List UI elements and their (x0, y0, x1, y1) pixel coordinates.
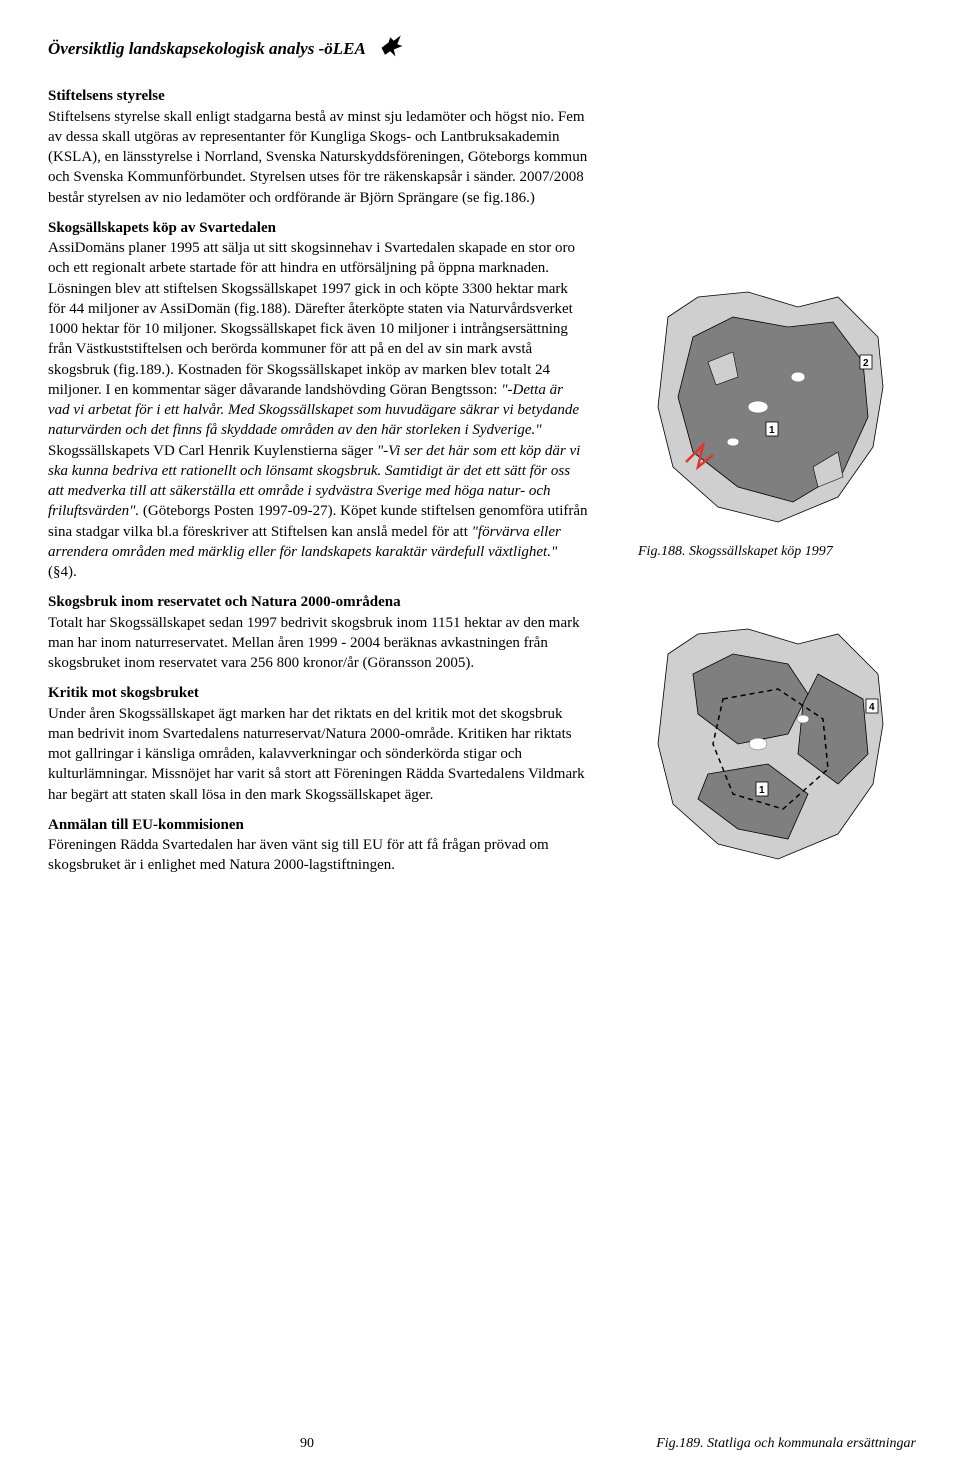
fig188-caption: Fig.188. Skogssällskapet köp 1997 (638, 543, 898, 562)
body-kop-part1: AssiDomäns planer 1995 att sälja ut sitt… (48, 240, 575, 398)
page-number: 90 (300, 1435, 314, 1454)
heading-kritik: Kritik mot skogsbruket (48, 685, 199, 701)
body-kritik: Under åren Skogssällskapet ägt marken ha… (48, 706, 585, 803)
heading-anmalan: Anmälan till EU-kommisionen (48, 817, 244, 833)
section-anmalan: Anmälan till EU-kommisionen Föreningen R… (48, 815, 588, 876)
side-column: 1 2 Fig.188. Skogssällskapet köp 1997 (616, 86, 920, 885)
body-kop-part4: (§4). (48, 564, 77, 580)
body-stiftelsens-styrelse: Stiftelsens styrelse skall enligt stadga… (48, 109, 587, 206)
main-column: Stiftelsens styrelse Stiftelsens styrels… (48, 86, 588, 885)
body-kop-part2: Skogssällskapets VD Carl Henrik Kuylenst… (48, 443, 377, 459)
section-kritik: Kritik mot skogsbruket Under åren Skogss… (48, 683, 588, 805)
map-188: 1 2 (638, 267, 898, 537)
map189-label-1: 1 (759, 785, 765, 796)
figure-188: 1 2 Fig.188. Skogssällskapet köp 1997 (638, 267, 898, 562)
body-anmalan: Föreningen Rädda Svartedalen har även vä… (48, 837, 549, 873)
body-skogsbruk-inom: Totalt har Skogssällskapet sedan 1997 be… (48, 615, 580, 672)
page-header: Översiktlig landskapsekologisk analys -ö… (48, 32, 920, 66)
bird-icon (378, 32, 406, 66)
heading-skogsbruk-inom: Skogsbruk inom reservatet och Natura 200… (48, 594, 401, 610)
section-stiftelsens-styrelse: Stiftelsens styrelse Stiftelsens styrels… (48, 86, 588, 208)
map188-label-1: 1 (769, 425, 775, 436)
heading-skogsallskapets-kop: Skogsällskapets köp av Svartedalen (48, 220, 276, 236)
map-189: 1 4 (638, 604, 898, 874)
section-skogsbruk-inom: Skogsbruk inom reservatet och Natura 200… (48, 592, 588, 673)
figure-189: 1 4 (638, 604, 898, 874)
map189-label-4: 4 (869, 702, 875, 713)
map188-label-2: 2 (863, 358, 869, 369)
heading-stiftelsens-styrelse: Stiftelsens styrelse (48, 88, 165, 104)
fig189-caption: Fig.189. Statliga och kommunala ersättni… (656, 1435, 916, 1454)
section-skogsallskapets-kop: Skogsällskapets köp av Svartedalen AssiD… (48, 218, 588, 583)
header-title: Översiktlig landskapsekologisk analys -ö… (48, 38, 366, 61)
